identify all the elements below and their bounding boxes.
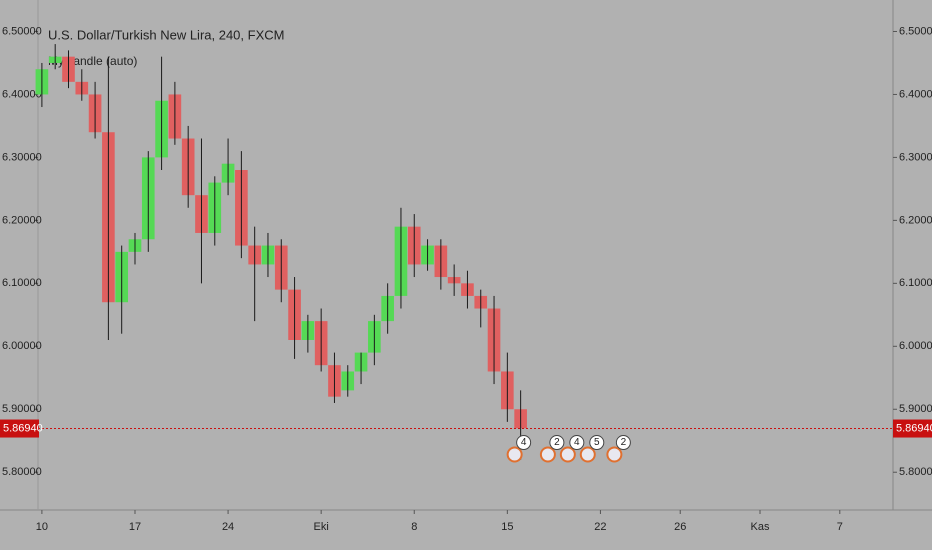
event-flag [506,446,523,463]
event-flag [539,446,556,463]
event-count: 4 [521,437,527,448]
event-badge [589,435,605,451]
y-tick-label-left: 6.10000 [2,277,42,289]
y-tick-label: 6.00000 [899,340,932,352]
y-tick-label: 6.20000 [899,214,932,226]
y-tick-label: 5.90000 [899,403,932,415]
chart-title: U.S. Dollar/Turkish New Lira, 240, FXCM [48,27,284,42]
y-tick-label: 6.10000 [899,277,932,289]
event-flag [579,446,596,463]
event-flag [606,446,623,463]
last-price-tag [893,419,932,438]
event-count: 4 [574,437,580,448]
x-tick-label: 15 [501,521,513,533]
y-tick-label: 6.50000 [899,25,932,37]
event-count: 2 [621,437,627,448]
x-tick-label: Kas [751,521,770,533]
y-tick-label-left: 6.50000 [2,25,42,37]
y-tick-label-left: 5.80000 [2,466,42,478]
event-badge [569,435,585,451]
last-price-tag-left [0,419,39,438]
event-count: 5 [594,437,600,448]
x-tick-label: 8 [411,521,417,533]
x-tick-label: 26 [674,521,686,533]
event-badge [516,435,532,451]
x-tick-label: 24 [222,521,234,533]
y-tick-label: 6.30000 [899,151,932,163]
y-tick-label-left: 5.90000 [2,403,42,415]
x-tick-label: 10 [36,521,48,533]
y-tick-label-left: 6.30000 [2,151,42,163]
y-tick-label: 6.40000 [899,88,932,100]
x-tick-label: Eki [314,521,329,533]
x-tick-label: 22 [594,521,606,533]
x-tick-label: 7 [837,521,843,533]
y-tick-label-left: 6.00000 [2,340,42,352]
event-flag [559,446,576,463]
y-tick-label: 5.80000 [899,466,932,478]
event-badge [615,435,631,451]
y-tick-label-left: 6.40000 [2,88,42,100]
last-price-tag-left-label: 5.86940 [3,422,43,434]
last-price-tag-label: 5.86940 [896,422,932,434]
event-badge [549,435,565,451]
x-tick-label: 17 [129,521,141,533]
y-tick-label-left: 6.20000 [2,214,42,226]
event-count: 2 [554,437,560,448]
